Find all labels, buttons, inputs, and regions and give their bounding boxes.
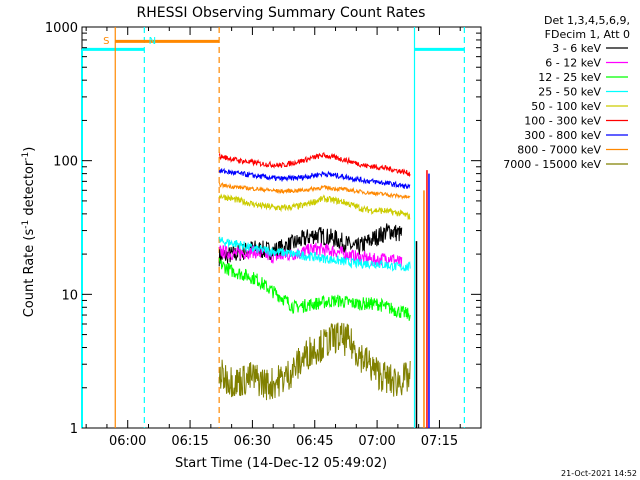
state-overlays: [81, 27, 465, 428]
x-tick-label: 07:00: [358, 434, 395, 449]
y-tick-label: 1000: [45, 21, 78, 36]
annotation-label: S: [103, 36, 109, 47]
timestamp: 21-Oct-2021 14:52: [561, 469, 637, 478]
series-line: [218, 193, 411, 221]
legend-label: 6 - 12 keV: [545, 57, 601, 70]
legend-header-line: FDecim 1, Att 0: [545, 28, 630, 41]
x-tick-label: 06:00: [109, 434, 146, 449]
x-tick-label: 07:15: [421, 434, 458, 449]
series-line: [218, 152, 411, 178]
legend-label: 3 - 6 keV: [552, 42, 601, 55]
legend-label: 12 - 25 keV: [538, 71, 601, 84]
y-axis-label: Count Rate (s-1 detector-1): [21, 147, 37, 318]
x-tick-label: 06:30: [234, 434, 271, 449]
legend-label: 300 - 800 keV: [524, 129, 601, 142]
legend-label: 100 - 300 keV: [524, 115, 601, 128]
chart-title: RHESSI Observing Summary Count Rates: [137, 5, 426, 21]
series-line: [218, 167, 411, 190]
legend: Det 1,3,4,5,6,9, FDecim 1, Att 0 3 - 6 k…: [503, 14, 630, 171]
legend-label: 7000 - 15000 keV: [503, 158, 601, 171]
y-tick-label: 1: [70, 422, 78, 437]
legend-header-line: Det 1,3,4,5,6,9,: [544, 14, 630, 27]
y-tick-label: 100: [53, 155, 78, 170]
series-line: [218, 322, 411, 401]
y-axis-ticks: 1 10 100 1000: [45, 21, 481, 437]
series-line: [218, 257, 411, 321]
legend-label: 50 - 100 keV: [531, 100, 601, 113]
legend-label: 25 - 50 keV: [538, 86, 601, 99]
x-axis-ticks: 06:00 06:15 06:30 06:45 07:00 07:15: [85, 27, 482, 449]
annotation-label: N: [149, 36, 156, 47]
x-axis-label: Start Time (14-Dec-12 05:49:02): [175, 456, 387, 471]
y-tick-label: 10: [61, 288, 78, 303]
series-line: [218, 235, 411, 272]
x-tick-label: 06:15: [171, 434, 208, 449]
x-tick-label: 06:45: [296, 434, 333, 449]
series-lines: [218, 152, 430, 428]
series-line: [218, 181, 411, 200]
legend-label: 800 - 7000 keV: [517, 144, 601, 157]
